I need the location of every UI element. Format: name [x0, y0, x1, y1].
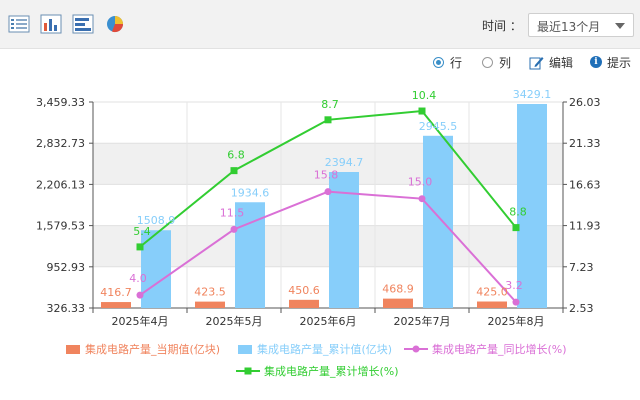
- x-tick-label: 2025年4月: [112, 314, 169, 328]
- edit-icon: [529, 56, 544, 69]
- cum-growth-point: [136, 243, 144, 251]
- legend-label: 集成电路产量_同比增长(%): [432, 343, 567, 356]
- col-radio[interactable]: 列: [482, 54, 511, 70]
- y-tick-label-right: 26.03: [569, 96, 601, 109]
- chart-axes: 3,459.33 2,832.73 2,206.13 1,579.53 952.93 32…: [36, 96, 600, 328]
- cum-growth-point: [324, 116, 332, 124]
- y-tick-label-left: 3,459.33: [36, 96, 85, 109]
- cum-growth-point: [418, 107, 426, 115]
- data-label-cumulative: 1508.9: [137, 214, 176, 227]
- edit-label: 编辑: [549, 55, 574, 70]
- data-label-current: 425.0: [476, 286, 508, 299]
- time-range-select[interactable]: 最近13个月: [528, 13, 634, 37]
- grid-band: [93, 225, 563, 267]
- legend-label: 集成电路产量_累计值(亿块): [257, 343, 393, 356]
- bar-cumulative: [329, 172, 359, 308]
- data-label-cumulative: 1934.6: [231, 186, 270, 199]
- list-icon[interactable]: [8, 14, 30, 34]
- x-tick-label: 2025年7月: [394, 314, 451, 328]
- y-tick-label-left: 326.33: [47, 302, 86, 315]
- data-label-cum-growth: 5.4: [133, 225, 151, 238]
- row-radio[interactable]: 行: [433, 54, 462, 70]
- x-tick-label: 2025年6月: [300, 314, 357, 328]
- cum-growth-point: [512, 224, 520, 232]
- y-tick-label-right: 7.23: [569, 261, 594, 274]
- bar-current: [477, 301, 507, 308]
- data-label-current: 468.9: [382, 283, 414, 296]
- data-label-cumulative: 3429.1: [513, 88, 552, 101]
- data-label-cumulative: 2945.5: [419, 120, 458, 133]
- bar-current: [195, 301, 225, 308]
- data-label-yoy: 3.2: [505, 279, 523, 292]
- y-tick-label-right: 16.63: [569, 178, 601, 191]
- yoy-point: [324, 188, 332, 196]
- radio-empty-icon: [482, 56, 493, 68]
- y-tick-label-right: 21.33: [569, 137, 601, 150]
- x-tick-label: 2025年5月: [206, 314, 263, 328]
- data-label-yoy: 15.0: [408, 176, 433, 189]
- horizontal-bar-icon[interactable]: [72, 14, 94, 34]
- yoy-point: [136, 291, 144, 299]
- legend-item-cumulative[interactable]: 集成电路产量_累计值(亿块): [238, 341, 392, 357]
- yoy-point: [512, 298, 520, 306]
- y-tick-label-right: 2.53: [569, 302, 594, 315]
- data-label-current: 450.6: [288, 284, 320, 297]
- data-label-cum-growth: 8.7: [321, 98, 339, 111]
- grid-band: [93, 143, 563, 185]
- legend-item-current[interactable]: 集成电路产量_当期值(亿块): [66, 341, 220, 357]
- legend-swatch: [66, 344, 80, 354]
- hint-label: 提示: [607, 55, 632, 70]
- legend-label: 集成电路产量_当期值(亿块): [85, 343, 221, 356]
- data-label-yoy: 4.0: [129, 272, 147, 285]
- data-label-yoy: 15.8: [314, 169, 339, 182]
- legend-swatch: [238, 344, 252, 354]
- bar-cumulative: [423, 135, 453, 308]
- data-label-cum-growth: 8.8: [509, 206, 527, 219]
- yoy-point: [230, 225, 238, 233]
- toolbar: 时间 ： 最近13个月: [0, 0, 640, 49]
- data-label-current: 416.7: [100, 286, 132, 299]
- data-label-cumulative: 2394.7: [325, 156, 364, 169]
- legend-swatch: [404, 345, 428, 353]
- bar-cumulative: [517, 103, 547, 308]
- row-label: 行: [450, 55, 463, 70]
- bar-current: [383, 298, 413, 308]
- y-tick-label-left: 2,832.73: [36, 137, 85, 150]
- legend-item-yoy[interactable]: 集成电路产量_同比增长(%): [404, 341, 567, 357]
- data-label-cum-growth: 10.4: [412, 89, 437, 102]
- radio-selected-icon: [433, 56, 444, 68]
- y-tick-label-right: 11.93: [569, 220, 601, 233]
- chevron-down-icon: [615, 23, 625, 29]
- chart-labels: 416.7 423.5 450.6 468.9 425.0 1508.9 1934.6 239…: [100, 88, 551, 299]
- yoy-point: [418, 195, 426, 203]
- edit-button[interactable]: 编辑: [529, 54, 573, 70]
- data-label-current: 423.5: [194, 286, 226, 299]
- legend-swatch: [236, 367, 260, 375]
- cum-growth-point: [230, 167, 238, 175]
- bar-current: [289, 299, 319, 308]
- bar-chart-icon[interactable]: [40, 14, 62, 34]
- hint-button[interactable]: i 提示: [590, 54, 631, 70]
- data-label-yoy: 11.5: [220, 206, 245, 219]
- pie-chart-icon[interactable]: [104, 14, 126, 34]
- data-label-cum-growth: 6.8: [227, 149, 245, 162]
- chart-lines: [136, 107, 520, 306]
- y-tick-label-left: 952.93: [47, 261, 86, 274]
- y-tick-label-left: 2,206.13: [36, 178, 85, 191]
- y-tick-label-left: 1,579.53: [36, 220, 85, 233]
- time-label: 时间 ：: [482, 19, 522, 33]
- chart-bars: [101, 103, 547, 308]
- bar-current: [101, 302, 131, 308]
- x-tick-label: 2025年8月: [488, 314, 545, 328]
- legend-item-cum-growth[interactable]: 集成电路产量_累计增长(%): [236, 363, 399, 379]
- col-label: 列: [499, 55, 512, 70]
- time-range-value: 最近13个月: [537, 20, 601, 34]
- legend-label: 集成电路产量_累计增长(%): [264, 365, 399, 378]
- info-icon: i: [590, 56, 602, 68]
